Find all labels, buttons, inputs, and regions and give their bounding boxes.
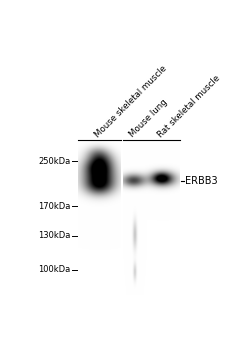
Text: Rat skeletal muscle: Rat skeletal muscle (156, 73, 221, 139)
Text: ERBB3: ERBB3 (184, 176, 217, 186)
Text: 250kDa: 250kDa (38, 157, 70, 166)
Bar (123, 140, 179, 295)
Text: 130kDa: 130kDa (38, 231, 70, 240)
Bar (78, 140, 120, 295)
Text: 100kDa: 100kDa (38, 265, 70, 274)
Text: Mouse lung: Mouse lung (127, 98, 169, 139)
Text: Mouse skeletal muscle: Mouse skeletal muscle (93, 63, 168, 139)
Text: 170kDa: 170kDa (38, 202, 70, 211)
